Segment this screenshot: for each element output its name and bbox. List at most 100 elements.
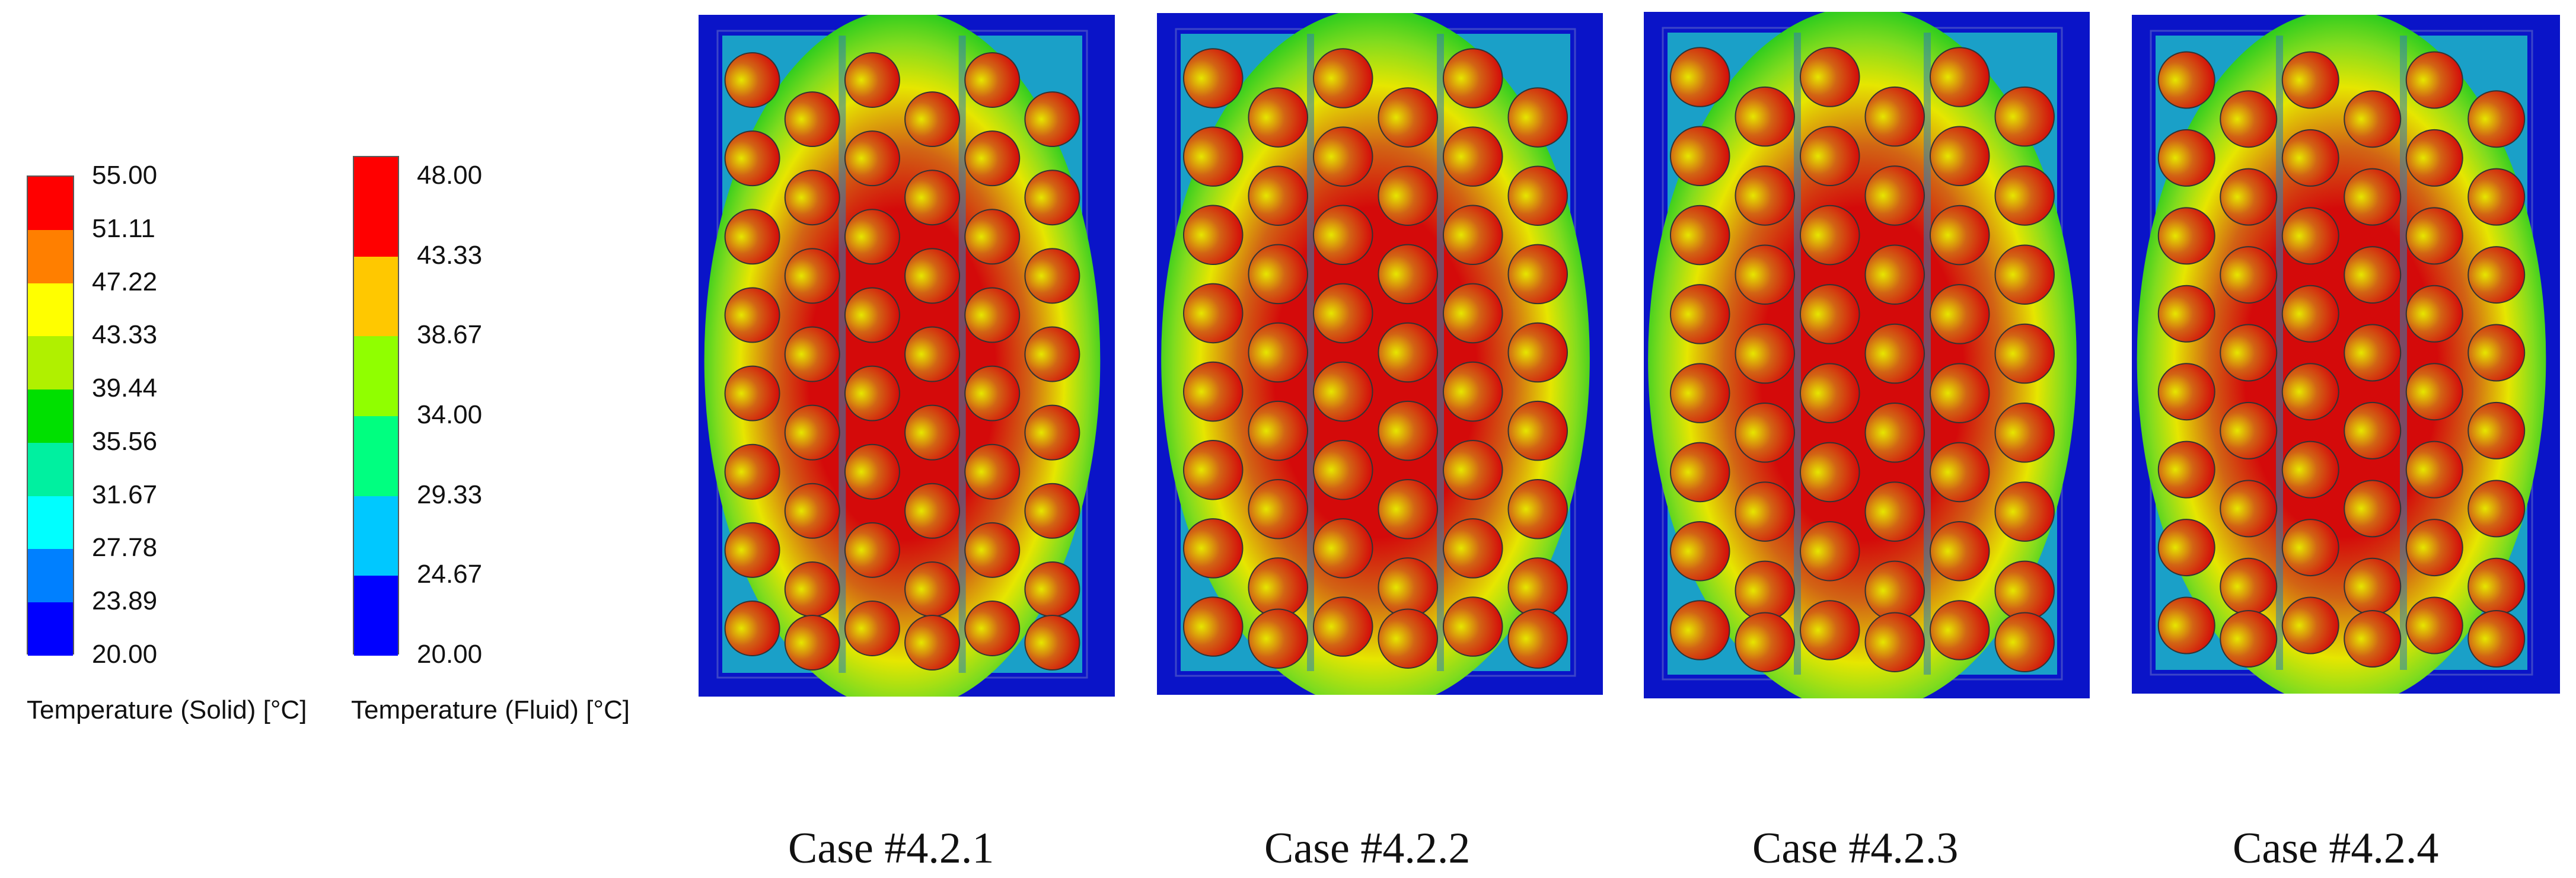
battery-cell	[2344, 90, 2402, 148]
legend-tick-label: 34.00	[417, 400, 483, 429]
battery-cell	[2220, 168, 2278, 226]
battery-cell	[2405, 596, 2463, 654]
battery-cell	[1669, 363, 1730, 423]
battery-cell	[1864, 323, 1925, 384]
legend-tick-label: 48.00	[417, 161, 483, 190]
legend-tick-label: 20.00	[92, 640, 158, 669]
battery-cell	[1929, 442, 1990, 503]
battery-cell	[2467, 246, 2526, 304]
battery-cell	[784, 615, 840, 671]
legend-tick-label: 31.67	[92, 480, 158, 509]
battery-cell	[1799, 442, 1860, 503]
battery-cell	[1507, 479, 1568, 539]
battery-cell	[2405, 519, 2463, 577]
battery-cell	[1994, 560, 2055, 621]
battery-cell	[1507, 557, 1568, 618]
battery-cell	[1799, 521, 1860, 582]
battery-cell	[1182, 205, 1244, 266]
battery-cell	[2281, 129, 2339, 187]
battery-cell	[1378, 87, 1439, 148]
battery-cell	[1182, 126, 1244, 187]
battery-cell	[1929, 600, 1990, 660]
battery-cell	[1994, 481, 2055, 542]
channel-divider	[839, 36, 846, 673]
legend-tick-label: 35.56	[92, 426, 158, 456]
battery-cell	[904, 326, 961, 382]
battery-cell	[2281, 285, 2339, 343]
battery-cell	[2467, 557, 2526, 615]
legend-color-segment	[28, 229, 73, 284]
battery-cell	[1864, 481, 1925, 542]
legend-tick-label: 20.00	[417, 640, 483, 669]
battery-cell	[1507, 165, 1568, 226]
battery-cell	[2157, 363, 2215, 421]
legend-color-segment	[28, 389, 73, 443]
battery-cell	[1248, 400, 1309, 461]
battery-cell	[1507, 608, 1568, 669]
channel-divider	[1794, 33, 1801, 675]
battery-cell	[964, 287, 1021, 343]
battery-cell	[2344, 610, 2402, 668]
battery-cell	[1994, 244, 2055, 305]
legend-color-segment	[28, 442, 73, 497]
battery-cell	[1182, 283, 1244, 344]
battery-cell	[2220, 610, 2278, 668]
legend-color-segment	[354, 416, 398, 497]
battery-cell	[1929, 205, 1990, 266]
case-panel-4-2-4	[2132, 15, 2560, 694]
battery-cell	[1442, 48, 1503, 108]
battery-cell	[724, 522, 780, 578]
legend-color-segment	[354, 157, 398, 177]
legend-tick-label: 43.33	[417, 240, 483, 270]
battery-cell	[2344, 246, 2402, 304]
battery-cell	[1864, 86, 1925, 147]
battery-cell	[724, 365, 780, 422]
battery-cell	[1312, 283, 1373, 344]
battery-cell	[724, 443, 780, 500]
battery-cell	[1864, 244, 1925, 305]
battery-cell	[1735, 403, 1796, 463]
channel-divider	[1924, 33, 1931, 675]
battery-cell	[844, 52, 900, 108]
battery-cell	[1378, 608, 1439, 669]
battery-cell	[904, 615, 961, 671]
battery-cell	[1024, 615, 1080, 671]
battery-cell	[2281, 519, 2339, 577]
battery-cell	[1994, 403, 2055, 463]
battery-cell	[1024, 561, 1080, 617]
channel-divider	[2276, 36, 2283, 670]
battery-cell	[2467, 324, 2526, 382]
legend-color-segment	[354, 336, 398, 417]
battery-cell	[1312, 126, 1373, 187]
battery-cell	[2220, 480, 2278, 538]
battery-cell	[1248, 557, 1309, 618]
legend-color-segment	[28, 177, 73, 231]
legend-color-segment	[28, 602, 73, 656]
battery-cell	[1507, 87, 1568, 148]
legend-tick-label: 51.11	[92, 213, 155, 243]
battery-cell	[2281, 51, 2339, 109]
battery-cell	[1378, 479, 1439, 539]
battery-cell	[2405, 51, 2463, 109]
battery-cell	[1799, 47, 1860, 107]
battery-cell	[2405, 207, 2463, 265]
battery-cell	[964, 209, 1021, 265]
battery-cell	[1248, 608, 1309, 669]
case-panel-4-2-1	[699, 15, 1115, 697]
battery-cell	[1442, 439, 1503, 500]
battery-cell	[2344, 480, 2402, 538]
battery-cell	[1442, 126, 1503, 187]
legend-color-segment	[28, 336, 73, 390]
battery-cell	[1994, 323, 2055, 384]
battery-cell	[1442, 283, 1503, 344]
battery-cell	[724, 601, 780, 656]
battery-cell	[2344, 324, 2402, 382]
battery-cell	[724, 209, 780, 265]
battery-cell	[784, 248, 840, 304]
battery-cell	[1994, 612, 2055, 673]
battery-cell	[1799, 284, 1860, 344]
battery-cell	[2405, 363, 2463, 421]
battery-cell	[1378, 165, 1439, 226]
battery-cell	[1024, 91, 1080, 148]
battery-cell	[904, 404, 961, 461]
